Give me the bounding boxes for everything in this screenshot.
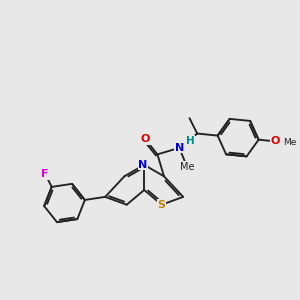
- Text: O: O: [270, 136, 280, 146]
- Text: N: N: [138, 160, 147, 170]
- Text: H: H: [186, 136, 195, 146]
- Text: N: N: [175, 143, 184, 153]
- Text: F: F: [41, 169, 48, 179]
- Text: O: O: [141, 134, 150, 144]
- Text: S: S: [158, 200, 166, 210]
- Text: Me: Me: [180, 162, 194, 172]
- Text: Me: Me: [283, 138, 297, 147]
